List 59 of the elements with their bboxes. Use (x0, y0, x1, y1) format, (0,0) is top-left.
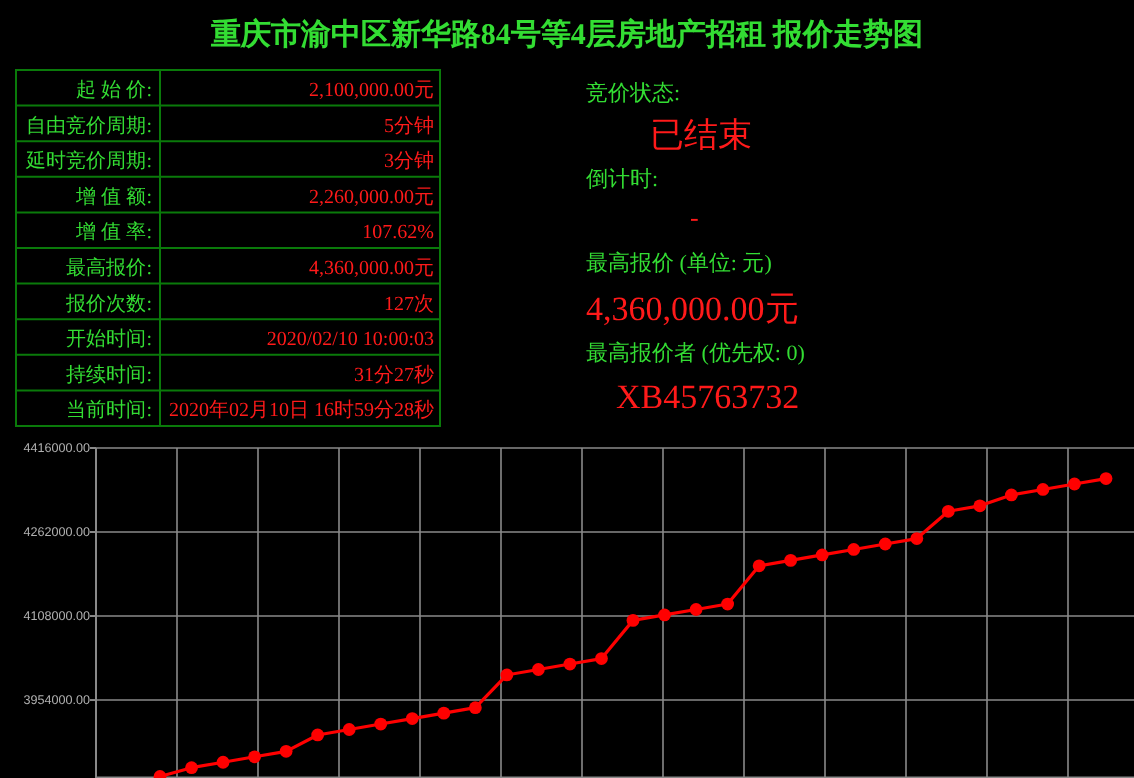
text: XB45763732 (616, 378, 800, 416)
text: 2,260,000.00元 (309, 186, 434, 209)
text: 已结束 (650, 116, 752, 154)
point (216, 755, 230, 769)
point (689, 603, 703, 616)
point (563, 657, 577, 671)
point (1099, 472, 1113, 485)
text: 3分钟 (384, 149, 434, 174)
point (595, 652, 608, 665)
point (311, 728, 325, 742)
text: 竞价状态: (586, 80, 681, 106)
point (1036, 483, 1050, 496)
text: 2020年02月10日 16时59分28秒 (169, 398, 434, 423)
text: 增 值 额: (74, 184, 152, 209)
text: 报价次数: (64, 291, 152, 316)
text: 当前时间: (66, 398, 152, 423)
text: 持续时间: (66, 362, 152, 387)
point (910, 532, 924, 545)
point (342, 723, 356, 736)
point (185, 761, 198, 775)
text: 最高报价者 (优先权: 0) (586, 340, 806, 366)
text: 最高报价: (66, 256, 152, 280)
text: 倒计时: (586, 166, 659, 192)
text: 4,360,000.00元 (309, 258, 434, 280)
point (532, 663, 545, 676)
point (847, 543, 861, 556)
text: 增 值 率: (74, 220, 152, 245)
text: 2020/02/10 10:00:03 (266, 329, 434, 352)
point (973, 499, 987, 513)
point (279, 744, 293, 758)
point (374, 717, 388, 731)
text: 4,360,000.00元 (586, 290, 799, 328)
point (248, 750, 261, 764)
point (1068, 477, 1081, 491)
text: 127次 (384, 293, 434, 316)
point (500, 668, 514, 682)
point (752, 559, 766, 573)
point (437, 706, 451, 720)
text: 重庆市渝中区新华路84号等4层房地产招租 报价走势图 (208, 16, 924, 52)
point (941, 504, 955, 518)
point (1005, 488, 1018, 502)
point (468, 701, 482, 715)
point (815, 548, 829, 562)
text: 5分钟 (384, 113, 434, 138)
text: 107.62% (362, 222, 434, 245)
point (658, 608, 671, 622)
point (626, 613, 640, 627)
point (878, 537, 892, 551)
text: 起 始 价: (76, 78, 152, 102)
text: 2,100,000.00元 (309, 80, 434, 102)
point (405, 712, 419, 725)
text: - (690, 202, 699, 232)
text: 31分27秒 (354, 362, 434, 387)
text: 自由竞价周期: (26, 113, 152, 138)
point (721, 597, 734, 611)
text: 延时竞价周期: (24, 149, 152, 174)
point (784, 553, 798, 567)
text: 最高报价 (单位: 元) (586, 250, 773, 276)
text: 开始时间: (66, 327, 152, 352)
